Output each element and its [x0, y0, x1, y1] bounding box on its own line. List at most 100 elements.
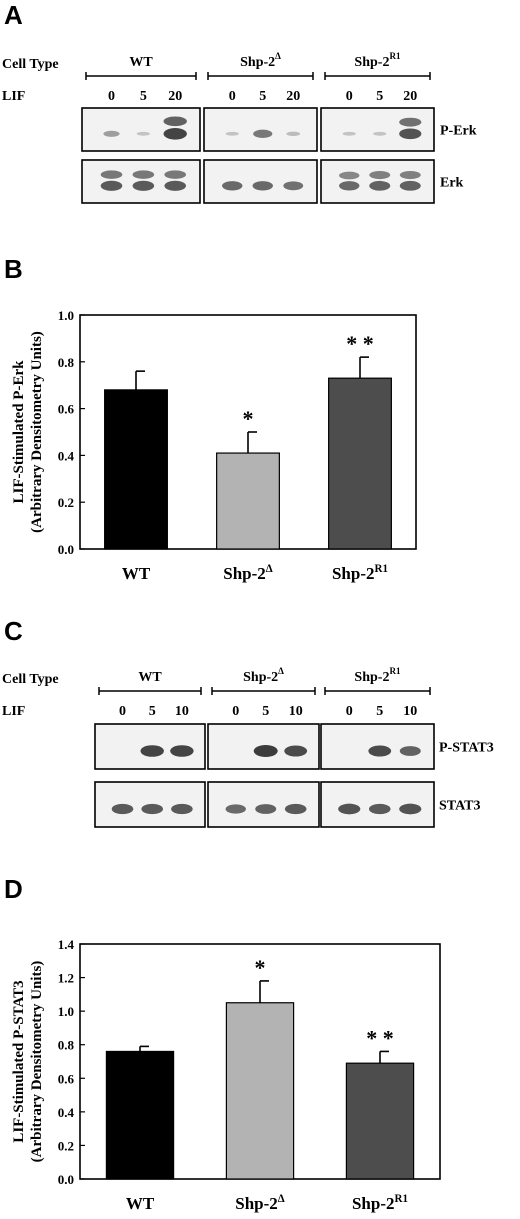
panel-letter-d: D [4, 874, 23, 904]
lane-label: 0 [119, 704, 126, 719]
group-label: Shp-2R1 [354, 51, 401, 70]
band [253, 745, 278, 757]
band [286, 131, 301, 136]
blot-box [320, 107, 435, 152]
bar [105, 1050, 175, 1180]
band [222, 181, 243, 191]
significance-marker: * * [346, 331, 374, 356]
group-label-superscript: Δ [275, 51, 281, 61]
lane-label: 5 [259, 89, 266, 104]
lane-label: 10 [175, 704, 189, 719]
lif-label: LIF [2, 89, 25, 104]
group-label-superscript: R1 [389, 51, 401, 61]
band [399, 128, 422, 140]
panel-letter-a: A [4, 0, 23, 30]
band [368, 803, 391, 815]
y-tick-label: 0.8 [58, 355, 75, 370]
y-tick-label: 1.0 [58, 308, 74, 323]
y-tick-label: 0.6 [58, 1071, 75, 1086]
category-label: WT [126, 1194, 155, 1213]
blot-label: P-Erk [440, 124, 477, 139]
lane-label: 20 [286, 89, 300, 104]
lane-label: 20 [403, 89, 417, 104]
band [225, 131, 239, 136]
band [255, 804, 277, 814]
band [399, 746, 421, 756]
band-upper [399, 170, 421, 180]
lane-label: 5 [376, 89, 383, 104]
bar [345, 1062, 415, 1180]
significance-marker: * [243, 406, 254, 431]
band [253, 129, 273, 138]
band [284, 745, 308, 757]
lane-label: 10 [289, 704, 303, 719]
blot-label: STAT3 [439, 799, 481, 814]
y-tick-label: 0.6 [58, 402, 75, 417]
group-label: WT [138, 670, 162, 685]
group-label-superscript: R1 [389, 666, 401, 676]
band-upper [339, 171, 360, 180]
significance-marker: * * [366, 1025, 394, 1050]
category-label-superscript: Δ [266, 563, 273, 575]
y-axis-title-line2: (Arbitrary Densitometry Units) [29, 961, 45, 1163]
band [368, 745, 392, 757]
band [132, 180, 155, 191]
lane-label: 5 [140, 89, 147, 104]
band [399, 803, 422, 815]
bar [328, 377, 392, 550]
band-upper [163, 116, 187, 127]
y-tick-label: 0.0 [58, 1172, 74, 1187]
lane-label: 5 [149, 704, 156, 719]
lane-label: 5 [376, 704, 383, 719]
cell-type-label: Cell Type [2, 57, 59, 72]
blot-box [203, 159, 318, 204]
band-upper [369, 170, 391, 180]
band [170, 745, 194, 757]
category-label: WT [122, 564, 151, 583]
panel-letter-c: C [4, 616, 23, 646]
y-tick-label: 0.4 [58, 448, 75, 463]
band [171, 803, 193, 815]
panel-letter-b: B [4, 254, 23, 284]
lane-label: 5 [262, 704, 269, 719]
band [164, 180, 187, 191]
band [399, 180, 421, 191]
band [111, 803, 134, 815]
band-upper [399, 117, 422, 127]
y-axis-title-line2: (Arbitrary Densitometry Units) [29, 331, 45, 533]
band [103, 130, 120, 137]
bar [216, 452, 280, 550]
lane-label: 10 [403, 704, 417, 719]
band [252, 181, 273, 191]
y-tick-label: 1.0 [58, 1004, 74, 1019]
band [369, 180, 391, 191]
category-label-superscript: R1 [395, 1193, 409, 1205]
blot-label: P-STAT3 [439, 741, 494, 756]
lane-label: 0 [346, 704, 353, 719]
blot-box [203, 107, 318, 152]
lane-label: 20 [168, 89, 182, 104]
category-label: Shp-2R1 [332, 563, 388, 583]
band [136, 131, 150, 136]
lif-label: LIF [2, 704, 25, 719]
group-label: Shp-2R1 [354, 666, 401, 685]
group-label-superscript: Δ [278, 666, 284, 676]
band [140, 745, 164, 757]
category-label: Shp-2R1 [352, 1193, 408, 1213]
y-axis-title: LIF-Stimulated P-STAT3 [11, 980, 27, 1142]
group-label: WT [129, 55, 153, 70]
lane-label: 0 [346, 89, 353, 104]
category-label: Shp-2Δ [223, 563, 273, 583]
bar [225, 1002, 295, 1180]
category-label-superscript: Δ [278, 1193, 285, 1205]
significance-marker: * [255, 955, 266, 980]
band [339, 181, 360, 191]
y-tick-label: 0.4 [58, 1105, 75, 1120]
band [284, 803, 307, 815]
lane-label: 0 [108, 89, 115, 104]
bar [104, 389, 168, 550]
band-upper [132, 170, 155, 179]
band [373, 131, 387, 136]
y-tick-label: 0.2 [58, 495, 74, 510]
